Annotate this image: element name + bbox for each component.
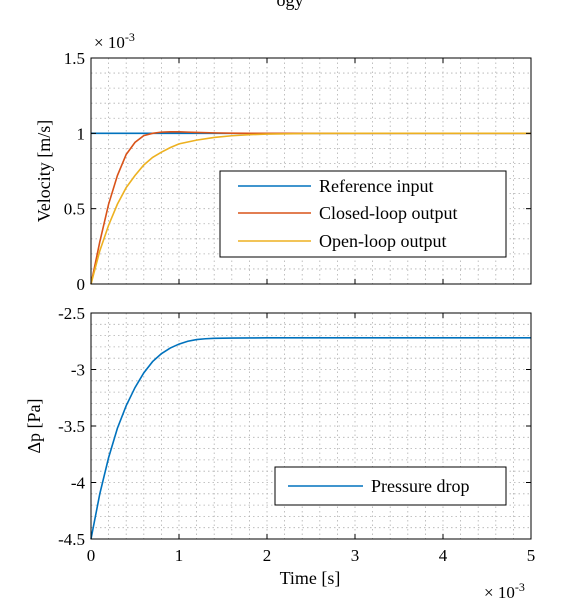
pressure-x-tick-label: 0	[87, 546, 96, 565]
pressure-axes: 0 1 2 3 4 5-4.5-4-3.5-3-2.5 Δp [Pa] Time [s] …	[24, 304, 535, 602]
velocity-tick-group: 0 0.5 1 1.5	[64, 49, 532, 294]
velocity-y-tick-label: 1.5	[64, 49, 85, 68]
pressure-y-tick-label: -3	[71, 361, 85, 380]
velocity-axes-frame	[90, 57, 532, 285]
velocity-y-multiplier: × 10-3	[94, 30, 135, 52]
pressure-y-tick-label: -4	[71, 474, 86, 493]
pressure-series-group	[90, 337, 531, 540]
series-line-open-loop-output	[90, 132, 531, 285]
velocity-y-tick-label: 1	[77, 124, 86, 143]
legend-label-open-loop-output: Open-loop output	[319, 231, 447, 251]
pressure-tick-group: 0 1 2 3 4 5 -4.5 -4 -3.5 -3 -2.5	[58, 304, 535, 565]
pressure-x-tick-label: 2	[263, 546, 272, 565]
pressure-y-tick-label: -3.5	[58, 417, 85, 436]
velocity-y-tick-label: 0.5	[64, 200, 85, 219]
velocity-y-tick-label: 0	[77, 275, 86, 294]
pressure-x-tick-label: 1	[175, 546, 184, 565]
velocity-legend: Reference input Closed-loop output Open-…	[219, 170, 507, 258]
pressure-ylabel: Δp [Pa]	[24, 398, 44, 453]
legend-label-reference-input: Reference input	[319, 176, 433, 196]
pressure-grid	[91, 313, 531, 539]
pressure-y-tick-label: -4.5	[58, 530, 85, 549]
pressure-xlabel: Time [s]	[280, 568, 341, 588]
series-line-pressure-drop	[90, 337, 531, 540]
legend-label-pressure-drop: Pressure drop	[371, 476, 469, 496]
pressure-x-tick-label: 4	[439, 546, 448, 565]
pressure-x-tick-label: 5	[527, 546, 536, 565]
velocity-series-group	[90, 131, 531, 285]
legend-label-closed-loop-output: Closed-loop output	[319, 203, 458, 223]
velocity-axes: 0 0.5 1 1.5 Velocity [m/s] × 10-3 Reference…	[34, 30, 532, 294]
pressure-x-tick-label: 3	[351, 546, 360, 565]
pressure-legend: Pressure drop	[274, 466, 507, 506]
pressure-y-tick-label: -2.5	[58, 304, 85, 323]
figure-title: ogy	[277, 0, 304, 10]
velocity-ylabel: Velocity [m/s]	[34, 120, 54, 222]
pressure-x-multiplier: × 10-3	[484, 580, 525, 602]
